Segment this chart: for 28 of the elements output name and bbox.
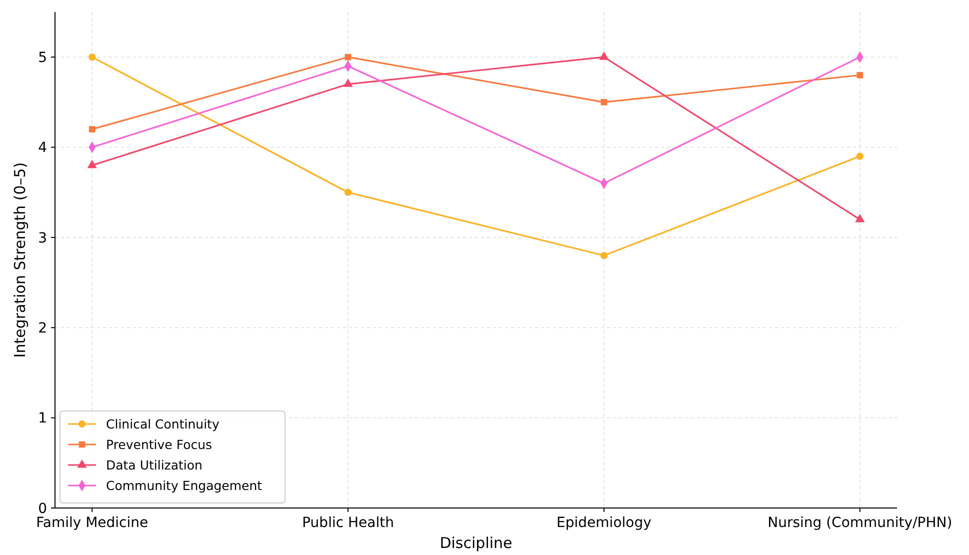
x-tick-label: Public Health (302, 515, 394, 531)
y-tick-label: 0 (38, 500, 47, 517)
point (599, 52, 609, 60)
point (344, 54, 352, 60)
legend-label: Data Utilization (106, 457, 202, 472)
point (856, 152, 864, 160)
y-tick-label: 2 (38, 320, 47, 337)
legend-label: Clinical Continuity (106, 416, 220, 432)
y-tick-label: 3 (38, 230, 47, 246)
legend-label: Community Engagement (106, 478, 262, 493)
x-tick-label: Epidemiology (556, 515, 652, 531)
legend-label: Preventive Focus (106, 436, 212, 452)
point (344, 188, 352, 196)
point (88, 54, 96, 61)
x-tick-label: Family Medicine (36, 515, 148, 531)
y-tick-label: 4 (38, 140, 48, 156)
point (87, 160, 97, 168)
point (600, 99, 608, 106)
point (88, 126, 96, 132)
x-axis-title: Discipline (440, 534, 512, 552)
y-axis-title: Integration Strength (0–5) (11, 162, 29, 358)
y-tick-label: 5 (38, 50, 47, 66)
y-tick-label: 1 (38, 410, 47, 427)
point (855, 214, 865, 222)
x-tick-label: Nursing (Community/PHN) (768, 515, 952, 531)
point (600, 252, 608, 260)
point (856, 72, 864, 78)
point (343, 78, 353, 87)
